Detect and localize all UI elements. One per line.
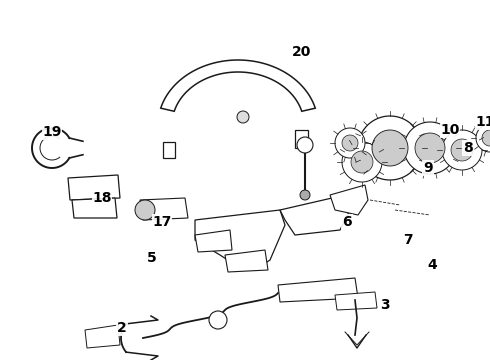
Polygon shape (335, 128, 365, 158)
Circle shape (209, 311, 227, 329)
Text: 20: 20 (293, 45, 312, 59)
Text: 17: 17 (152, 215, 171, 229)
Text: 9: 9 (423, 161, 433, 175)
Text: 5: 5 (147, 251, 157, 265)
Text: 2: 2 (117, 321, 127, 335)
Polygon shape (330, 185, 368, 215)
Circle shape (237, 111, 249, 123)
Polygon shape (195, 230, 232, 252)
Polygon shape (140, 198, 188, 220)
Polygon shape (415, 133, 445, 163)
Circle shape (297, 137, 313, 153)
Text: 10: 10 (441, 123, 460, 137)
Polygon shape (342, 135, 358, 151)
Polygon shape (161, 60, 315, 111)
Text: 4: 4 (427, 258, 437, 272)
Text: 8: 8 (463, 141, 473, 155)
Circle shape (300, 190, 310, 200)
Text: 6: 6 (342, 215, 352, 229)
Polygon shape (358, 116, 422, 180)
Polygon shape (482, 130, 490, 146)
Polygon shape (372, 130, 408, 166)
Polygon shape (351, 151, 373, 173)
Polygon shape (295, 130, 308, 148)
Polygon shape (442, 130, 482, 170)
Polygon shape (280, 195, 350, 235)
Text: 11: 11 (475, 115, 490, 129)
Polygon shape (225, 250, 268, 272)
Polygon shape (163, 142, 175, 158)
Polygon shape (68, 175, 120, 200)
Polygon shape (404, 122, 456, 174)
Text: 18: 18 (92, 191, 112, 205)
Polygon shape (85, 325, 120, 348)
Polygon shape (278, 278, 358, 302)
Circle shape (135, 200, 155, 220)
Polygon shape (451, 139, 473, 161)
Polygon shape (342, 142, 382, 182)
Text: 19: 19 (42, 125, 62, 139)
Text: 7: 7 (403, 233, 413, 247)
Text: 3: 3 (380, 298, 390, 312)
Polygon shape (335, 292, 377, 310)
Polygon shape (195, 210, 285, 270)
Polygon shape (72, 198, 117, 218)
Polygon shape (476, 124, 490, 152)
